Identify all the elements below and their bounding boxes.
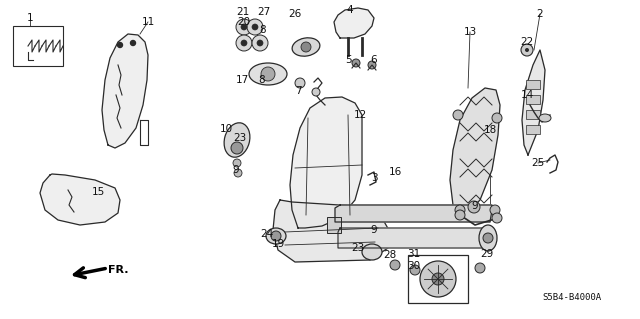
Text: 20: 20 (237, 17, 251, 27)
Text: 23: 23 (234, 133, 246, 143)
Bar (327, 217, 341, 233)
Circle shape (492, 213, 502, 223)
Text: 15: 15 (92, 187, 104, 197)
Circle shape (455, 205, 465, 215)
Bar (408, 255, 468, 303)
Text: 19: 19 (271, 239, 285, 249)
Text: 8: 8 (260, 25, 266, 35)
Circle shape (247, 19, 263, 35)
Circle shape (271, 231, 281, 241)
Text: 3: 3 (371, 173, 378, 183)
Ellipse shape (224, 123, 250, 157)
Polygon shape (522, 50, 545, 155)
Polygon shape (338, 228, 493, 248)
Circle shape (257, 40, 263, 46)
Polygon shape (102, 34, 148, 148)
Text: 5: 5 (345, 55, 351, 65)
Text: 26: 26 (289, 9, 301, 19)
Polygon shape (334, 8, 374, 38)
Text: 12: 12 (353, 110, 367, 120)
Circle shape (261, 67, 275, 81)
Text: 29: 29 (481, 249, 493, 259)
Text: 9: 9 (472, 201, 478, 211)
Polygon shape (290, 97, 362, 228)
Text: S5B4-B4000A: S5B4-B4000A (543, 293, 602, 301)
Circle shape (252, 35, 268, 51)
Polygon shape (335, 205, 492, 222)
Circle shape (492, 113, 502, 123)
Text: 17: 17 (236, 75, 248, 85)
Text: 14: 14 (520, 90, 534, 100)
Text: 2: 2 (537, 9, 543, 19)
Circle shape (301, 42, 311, 52)
Ellipse shape (539, 114, 551, 122)
Circle shape (241, 40, 247, 46)
Circle shape (483, 233, 493, 243)
Ellipse shape (362, 244, 382, 260)
Circle shape (252, 24, 258, 30)
Circle shape (368, 61, 376, 69)
Bar (526, 80, 540, 89)
Ellipse shape (249, 63, 287, 85)
Ellipse shape (479, 225, 497, 251)
Text: 4: 4 (347, 5, 353, 15)
Circle shape (420, 261, 456, 297)
Circle shape (468, 201, 480, 213)
Circle shape (233, 159, 241, 167)
Text: 6: 6 (371, 55, 378, 65)
Circle shape (521, 44, 533, 56)
Bar (526, 95, 540, 104)
Circle shape (234, 169, 242, 177)
Circle shape (390, 260, 400, 270)
Text: 25: 25 (531, 158, 545, 168)
Circle shape (236, 35, 252, 51)
Circle shape (352, 59, 360, 67)
Text: 18: 18 (483, 125, 497, 135)
Text: 31: 31 (408, 249, 420, 259)
Text: 1: 1 (27, 13, 33, 23)
Polygon shape (40, 174, 120, 225)
Text: 8: 8 (259, 75, 266, 85)
Circle shape (490, 205, 500, 215)
Polygon shape (450, 88, 500, 220)
Circle shape (131, 41, 136, 46)
Circle shape (475, 263, 485, 273)
Circle shape (410, 265, 420, 275)
Circle shape (525, 48, 529, 52)
Text: 9: 9 (371, 225, 378, 235)
Circle shape (455, 210, 465, 220)
Bar (13, 26, 63, 66)
Bar (526, 110, 540, 119)
Bar (526, 125, 540, 134)
Circle shape (453, 110, 463, 120)
Text: 27: 27 (257, 7, 271, 17)
Ellipse shape (292, 38, 320, 56)
Text: FR.: FR. (108, 265, 129, 275)
Text: 24: 24 (260, 229, 274, 239)
Text: 10: 10 (220, 124, 232, 134)
Circle shape (231, 142, 243, 154)
Circle shape (295, 78, 305, 88)
Text: 16: 16 (388, 167, 402, 177)
Circle shape (432, 273, 444, 285)
Circle shape (118, 42, 122, 48)
Text: 7: 7 (294, 86, 301, 96)
Circle shape (236, 19, 252, 35)
Text: 23: 23 (351, 243, 365, 253)
Text: 9: 9 (233, 165, 239, 175)
Text: 13: 13 (463, 27, 477, 37)
Circle shape (241, 24, 247, 30)
Text: 30: 30 (408, 261, 420, 271)
Ellipse shape (266, 228, 286, 244)
Text: 21: 21 (236, 7, 250, 17)
Circle shape (312, 88, 320, 96)
Text: 28: 28 (383, 250, 397, 260)
Text: 11: 11 (141, 17, 155, 27)
Polygon shape (273, 200, 390, 262)
Text: 22: 22 (520, 37, 534, 47)
